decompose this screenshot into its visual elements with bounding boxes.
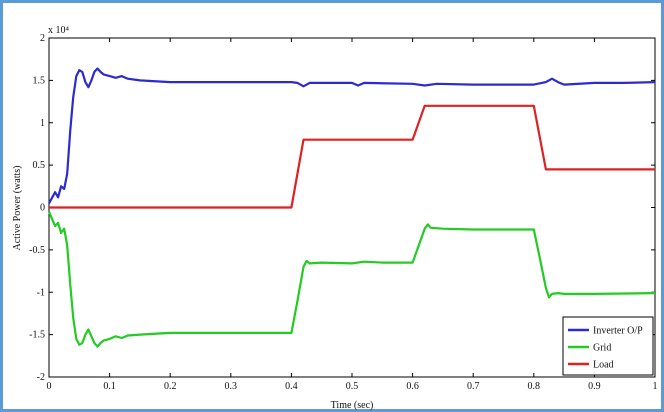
y-tick-label: 1.5: [33, 75, 46, 86]
y-axis-label: Active Power (watts): [12, 166, 23, 251]
series-lines: [47, 67, 656, 348]
legend: Inverter O/P Grid Load: [562, 316, 654, 376]
x-tick-label: 0.8: [528, 381, 541, 392]
x-tick-label: 0.7: [467, 381, 480, 392]
x-tick-label: 0: [47, 381, 52, 392]
series-line: [49, 104, 655, 209]
y-tick-label: 2: [40, 33, 45, 44]
x-tick-label: 0.4: [285, 381, 298, 392]
y-tick-label: 0: [40, 203, 45, 214]
y-tick-label: -1: [37, 287, 45, 298]
legend-label: Inverter O/P: [593, 326, 643, 337]
series-line: [48, 67, 656, 204]
x-axis-label: Time (sec): [331, 400, 374, 411]
x-tick-label: 0.1: [103, 381, 116, 392]
legend-label: Load: [593, 360, 614, 371]
y-tick-label: 1: [40, 118, 45, 129]
y-multiplier-label: x 10⁴: [48, 25, 70, 36]
x-tick-label: 0.3: [225, 381, 238, 392]
x-tick-label: 0.2: [164, 381, 177, 392]
legend-label: Grid: [593, 343, 611, 354]
x-tick-label: 0.9: [588, 381, 601, 392]
y-tick-label: -2: [37, 372, 45, 383]
series-line: [47, 211, 656, 348]
y-tick-label: -1.5: [29, 330, 45, 341]
x-tick-label: 1: [653, 381, 658, 392]
y-tick-label: 0.5: [33, 160, 46, 171]
axis-ticks: 0 0.1 0.2 0.3 0.4 0.5 0.6 0.7 0.8 0.9 1 2 1.5 1 0.5 0 -0…: [29, 33, 657, 392]
x-tick-label: 0.6: [406, 381, 419, 392]
y-tick-label: -0.5: [29, 245, 45, 256]
x-tick-label: 0.5: [346, 381, 359, 392]
